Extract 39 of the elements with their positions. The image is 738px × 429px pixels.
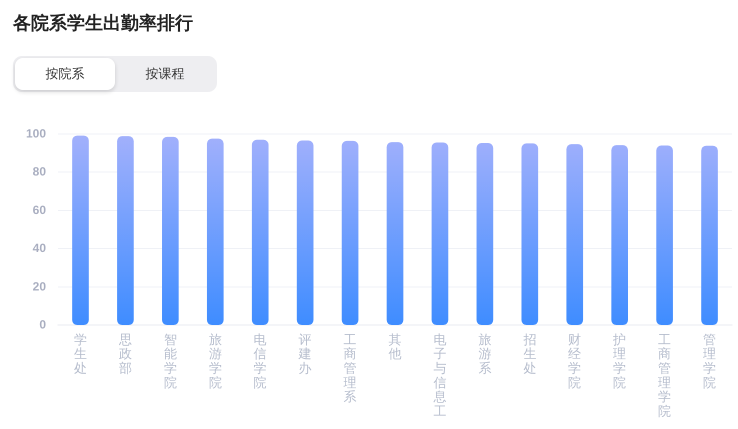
y-tick-label: 100 <box>26 126 46 140</box>
y-tick-label: 60 <box>32 202 46 217</box>
bar <box>342 140 358 326</box>
bar <box>72 136 89 326</box>
x-tick-label: 智能学院 <box>164 332 177 390</box>
x-tick-label: 工商管理学院 <box>658 332 672 418</box>
bar <box>656 146 673 326</box>
bar <box>701 146 718 326</box>
bar <box>611 145 628 326</box>
bar <box>206 138 224 326</box>
bar <box>296 140 314 326</box>
x-tick-label: 旅游学院 <box>208 332 222 390</box>
bar <box>566 144 584 326</box>
tab-button: 按院系 <box>15 58 115 90</box>
x-tick-label: 学生处 <box>74 332 87 376</box>
bar <box>252 140 269 326</box>
bar <box>476 143 494 326</box>
x-tick-label: 电子与信息工 <box>432 332 446 418</box>
x-tick-label: 财经学院 <box>568 332 582 390</box>
x-tick-label: 招生处 <box>522 332 536 376</box>
y-tick-label: 0 <box>39 318 46 332</box>
x-tick-label: 工商管理系 <box>344 332 357 404</box>
tab-button: 按课程 <box>115 58 215 90</box>
x-tick-label: 思政部 <box>118 332 132 376</box>
bar <box>162 136 179 326</box>
x-tick-label: 旅游系 <box>478 332 492 376</box>
x-tick-label: 管理学院 <box>703 332 716 390</box>
bar <box>521 143 538 326</box>
y-tick-label: 40 <box>32 241 46 256</box>
bar <box>386 142 404 326</box>
x-tick-label: 评建办 <box>298 332 312 376</box>
y-tick-label: 20 <box>32 279 46 294</box>
x-tick-label: 电信学院 <box>254 332 267 390</box>
x-tick-label: 其他 <box>388 332 402 362</box>
x-tick-label: 护理学院 <box>612 332 626 390</box>
y-tick-label: 80 <box>32 164 46 179</box>
bar <box>117 136 134 326</box>
bar <box>432 142 448 326</box>
chart-title: 各院系学生出勤率排行 <box>13 12 193 35</box>
